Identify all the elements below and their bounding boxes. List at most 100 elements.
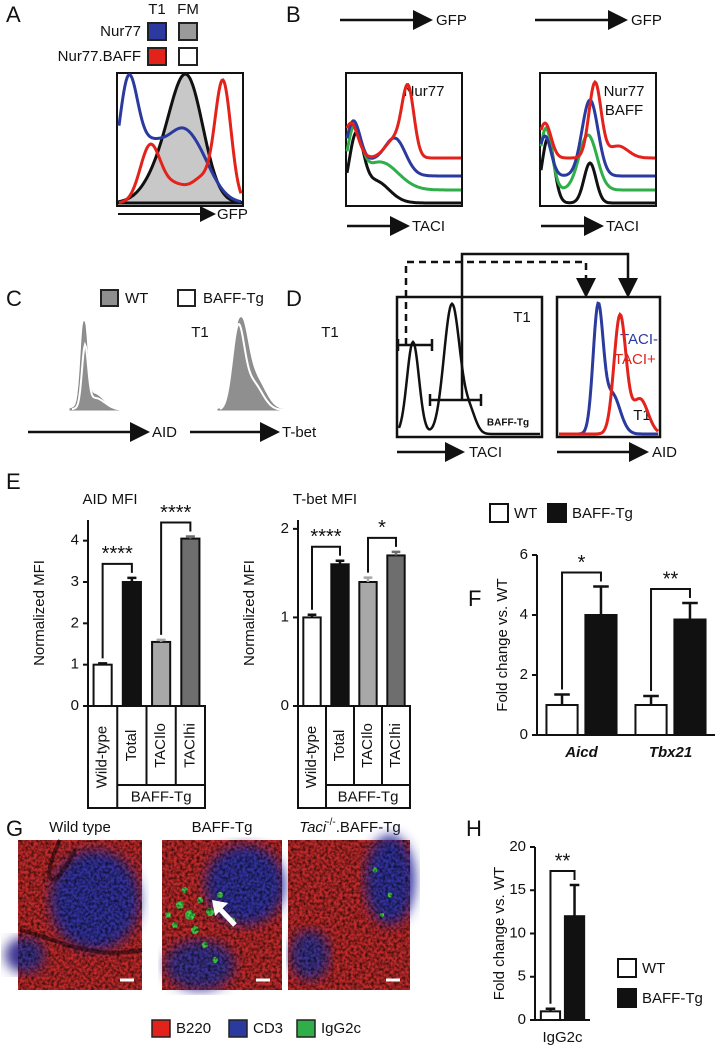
legend-swatch	[177, 289, 196, 307]
error-bar	[335, 559, 345, 565]
legend-swatch	[617, 988, 637, 1008]
legend-swatch	[178, 22, 198, 41]
bar	[180, 537, 201, 707]
histogram-curve	[345, 130, 461, 205]
legend-swatch	[178, 47, 198, 66]
significance-bracket	[367, 536, 397, 573]
gate-arrow	[404, 260, 596, 345]
significance-bracket	[101, 562, 133, 659]
axis-label: AID	[152, 424, 177, 441]
panel-label: H	[466, 816, 482, 841]
error-bar	[391, 550, 401, 556]
legend-label: TACI+	[614, 351, 656, 368]
legend-row: Nur77.BAFF	[58, 48, 141, 65]
legend-label: WT	[642, 960, 665, 977]
image-title: Taci-/-.BAFF-Tg	[299, 817, 400, 836]
group-label: BAFF-Tg	[131, 788, 192, 805]
micrograph	[5, 839, 143, 990]
plot-frame	[395, 295, 544, 439]
error-bar	[307, 613, 317, 618]
plot-label: T1	[513, 309, 531, 326]
x-tick-label: Total	[331, 730, 348, 762]
panel-label: D	[286, 286, 302, 311]
histogram-curve	[539, 98, 655, 178]
bar	[121, 581, 142, 707]
legend-label: BAFF-Tg	[203, 290, 264, 307]
bar	[539, 1010, 562, 1021]
error-bar	[127, 576, 137, 582]
histogram-curve	[219, 322, 300, 411]
error-bar	[156, 638, 166, 642]
axis-label: TACI	[412, 218, 445, 235]
significance-bracket	[650, 588, 691, 691]
image-title: BAFF-Tg	[192, 819, 253, 836]
legend-swatch	[228, 1019, 248, 1038]
y-tick-label: 0	[518, 1011, 526, 1028]
histogram-curve	[71, 341, 150, 411]
plot-label: T1	[191, 324, 209, 341]
y-axis-label: Normalized MFI	[241, 560, 258, 666]
y-tick-label: 15	[509, 881, 526, 898]
plot-label: T1	[321, 324, 339, 341]
legend-header: T1	[148, 1, 166, 18]
histogram-curve	[539, 135, 655, 205]
significance-label: ****	[160, 502, 191, 524]
legend-row: Nur77	[100, 23, 141, 40]
image-title: Wild type	[49, 819, 111, 836]
legend-swatch	[296, 1019, 316, 1038]
plot-label: BAFF-Tg	[487, 418, 529, 429]
legend-label: WT	[125, 290, 148, 307]
y-tick-label: 20	[509, 838, 526, 855]
x-tick-label: TACIlo	[359, 723, 376, 768]
significance-bracket	[311, 545, 341, 610]
error-bar	[682, 601, 698, 620]
axis-label: T-bet	[282, 424, 317, 441]
histogram-curve	[397, 302, 540, 436]
error-bar	[569, 883, 580, 917]
x-tick-label: Wild-type	[94, 726, 111, 789]
histogram-curve	[539, 125, 655, 192]
y-tick-label: 10	[509, 924, 526, 941]
chart-title: AID MFI	[83, 491, 138, 508]
y-axis-label: Normalized MFI	[31, 560, 48, 666]
y-axis-label: Fold change vs. WT	[494, 578, 511, 711]
panel-label: A	[6, 2, 21, 27]
y-tick-label: 2	[71, 614, 79, 631]
y-tick-label: 4	[71, 532, 79, 549]
histogram-curve	[217, 316, 300, 411]
significance-label: *	[578, 552, 586, 574]
y-tick-label: 1	[281, 608, 289, 625]
error-bar	[363, 576, 373, 582]
panel-label: B	[286, 2, 301, 27]
significance-bracket	[561, 571, 602, 690]
bar	[386, 554, 406, 708]
y-tick-label: 0	[71, 697, 79, 714]
y-tick-label: 6	[520, 546, 528, 563]
y-tick-label: 2	[281, 520, 289, 537]
legend-swatch	[100, 289, 119, 307]
panel-label: G	[6, 816, 23, 841]
gene: Taci	[299, 819, 327, 836]
y-tick-label: 0	[520, 726, 528, 743]
error-bar	[643, 694, 659, 705]
bar	[563, 915, 586, 1022]
panel-label: F	[468, 586, 481, 611]
plot-label: BAFF	[605, 102, 643, 119]
plot-frame	[345, 72, 463, 207]
legend-label: BAFF-Tg	[642, 990, 703, 1007]
significance-label: **	[555, 850, 571, 872]
axis-label: GFP	[436, 12, 467, 29]
plot-frame	[116, 72, 244, 207]
legend-header: FM	[177, 1, 199, 18]
x-tick-label: Wild-type	[303, 726, 320, 789]
histogram-curve	[345, 83, 461, 160]
legend-swatch	[147, 22, 167, 41]
bar	[673, 618, 707, 736]
superscript: -/-	[326, 817, 335, 828]
significance-label: ****	[310, 526, 341, 548]
chart-title: T-bet MFI	[293, 491, 357, 508]
error-bar	[185, 535, 195, 539]
axis-label: GFP	[217, 206, 248, 223]
legend-swatch	[147, 47, 167, 66]
plot-label: Nur77	[404, 83, 445, 100]
